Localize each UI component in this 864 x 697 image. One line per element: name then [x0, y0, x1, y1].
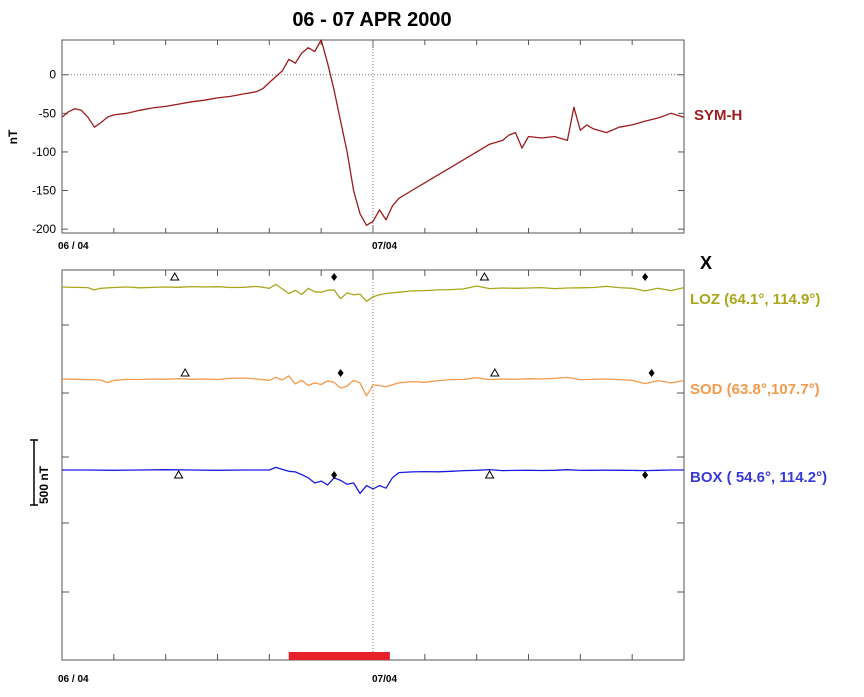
symh-axes: 0 -50 -100 -150 -200 — [32, 40, 685, 236]
station-box-diamond-marker — [331, 471, 338, 479]
station-box-diamond-marker — [642, 471, 649, 479]
symh-ytick-label: -200 — [32, 222, 56, 236]
symh-series-label: SYM-H — [694, 107, 742, 124]
station-loz-triangle-marker — [479, 271, 490, 281]
loz-line — [61, 283, 685, 302]
box-series-label: BOX ( 54.6°, 114.2°) — [690, 469, 827, 486]
magnetometer-panel: 500 nT X LOZ (64.1°, 114.9°) SOD (63.8°,… — [30, 253, 827, 685]
symh-ytick-label: -150 — [32, 184, 56, 198]
symh-panel: 0 -50 -100 -150 -200 nT 06 / 04 07/04 SYM-H — [6, 39, 742, 252]
magnetometer-axes — [61, 270, 685, 660]
scale-bar-label: 500 nT — [37, 465, 51, 504]
magnetometer-series — [61, 283, 685, 495]
symh-line — [61, 39, 685, 226]
magnetometer-xtick-day2: 07/04 — [372, 674, 397, 685]
box-line — [62, 466, 684, 495]
sod-line — [61, 375, 685, 397]
station-sod-diamond-marker — [648, 369, 655, 377]
station-loz-diamond-marker — [331, 273, 338, 281]
symh-xtick-day2: 07/04 — [372, 241, 397, 252]
station-sod-triangle-marker — [489, 367, 500, 377]
magnetometer-xtick-day1: 06 / 04 — [58, 674, 89, 685]
symh-series — [61, 39, 685, 226]
sod-series-label: SOD (63.8°,107.7°) — [690, 381, 820, 398]
symh-xtick-day1: 06 / 04 — [58, 241, 89, 252]
station-box-triangle-marker — [484, 469, 495, 479]
loz-series-label: LOZ (64.1°, 114.9°) — [690, 291, 820, 308]
corner-x-label: X — [700, 253, 712, 273]
symh-ytick-label: 0 — [49, 68, 56, 82]
station-loz-triangle-marker — [169, 271, 180, 281]
station-sod-triangle-marker — [180, 367, 190, 377]
station-box-triangle-marker — [173, 469, 184, 479]
symh-y-axis-label: nT — [6, 129, 20, 144]
station-sod-diamond-marker — [337, 369, 344, 377]
magnetometer-markers — [169, 271, 655, 660]
figure-title: 06 - 07 APR 2000 — [292, 9, 451, 31]
symh-ytick-label: -50 — [39, 106, 57, 120]
station-loz-diamond-marker — [642, 273, 649, 281]
symh-ytick-label: -100 — [32, 145, 56, 159]
interval-bar — [288, 652, 390, 660]
